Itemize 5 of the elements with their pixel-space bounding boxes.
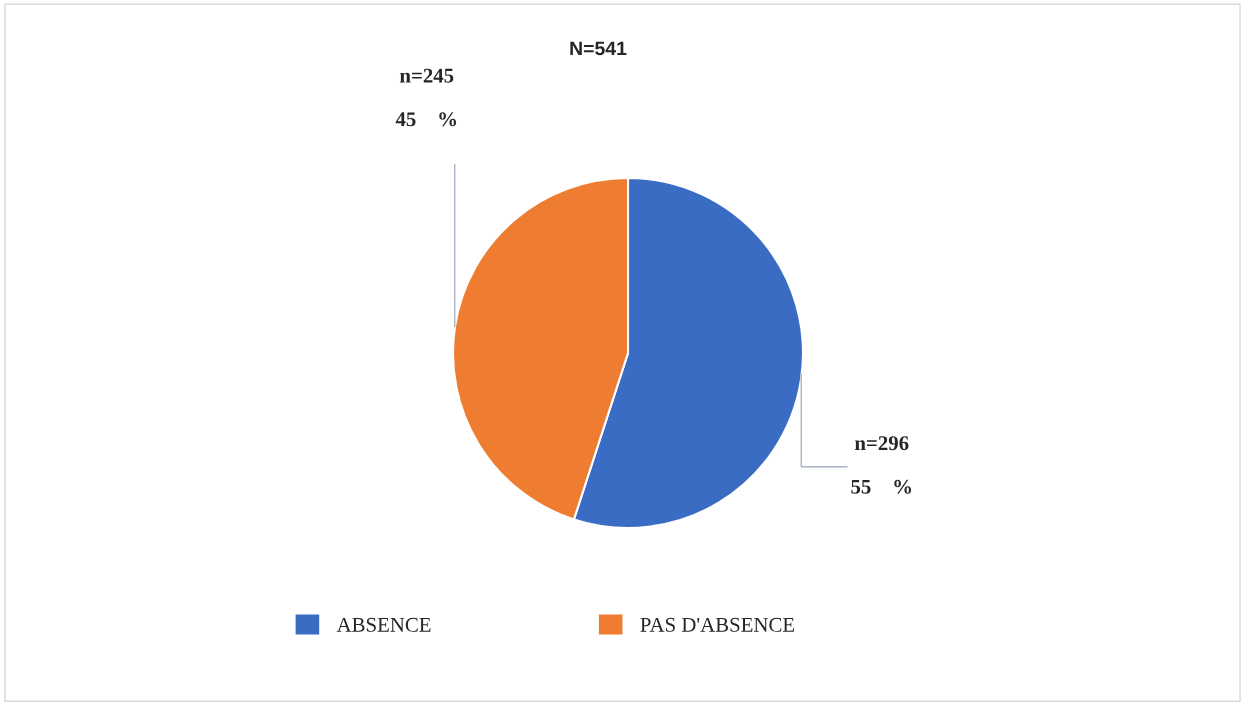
legend-label: PAS D'ABSENCE [640,617,795,632]
chart-title: N=541 [570,41,627,56]
legend-label: ABSENCE [336,617,431,632]
text: n=296 55 % [851,436,912,494]
text: n=245 45 % [395,68,457,127]
